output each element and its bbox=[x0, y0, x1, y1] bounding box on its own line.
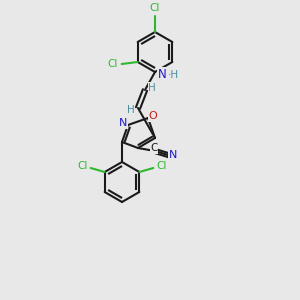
Text: Cl: Cl bbox=[156, 161, 166, 171]
Text: O: O bbox=[148, 111, 158, 121]
Text: N: N bbox=[158, 68, 167, 80]
Text: H: H bbox=[127, 105, 135, 115]
Text: C: C bbox=[150, 143, 158, 153]
Text: H: H bbox=[148, 83, 156, 93]
Text: ·H: ·H bbox=[168, 70, 179, 80]
Text: Cl: Cl bbox=[77, 161, 88, 171]
Text: Cl: Cl bbox=[107, 59, 118, 69]
Text: Cl: Cl bbox=[150, 3, 160, 13]
Text: N: N bbox=[169, 150, 177, 160]
Text: N: N bbox=[119, 118, 127, 128]
